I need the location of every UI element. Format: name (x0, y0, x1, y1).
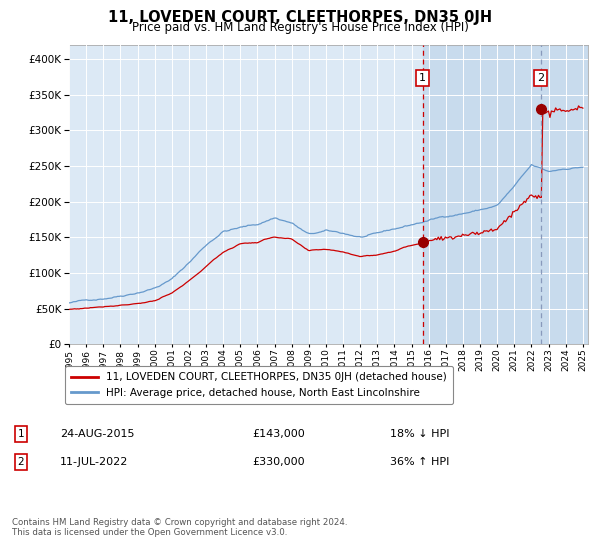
Text: £330,000: £330,000 (252, 457, 305, 467)
Bar (423, 45, 588, 344)
Text: 24-AUG-2015: 24-AUG-2015 (60, 429, 134, 439)
Text: £143,000: £143,000 (252, 429, 305, 439)
Text: 11-JUL-2022: 11-JUL-2022 (60, 457, 128, 467)
Text: 2: 2 (17, 457, 25, 467)
Legend: 11, LOVEDEN COURT, CLEETHORPES, DN35 0JH (detached house), HPI: Average price, d: 11, LOVEDEN COURT, CLEETHORPES, DN35 0JH… (65, 366, 453, 404)
Text: 1: 1 (419, 73, 426, 83)
Text: Price paid vs. HM Land Registry's House Price Index (HPI): Price paid vs. HM Land Registry's House … (131, 21, 469, 34)
Text: 36% ↑ HPI: 36% ↑ HPI (390, 457, 449, 467)
Text: 11, LOVEDEN COURT, CLEETHORPES, DN35 0JH: 11, LOVEDEN COURT, CLEETHORPES, DN35 0JH (108, 10, 492, 25)
Text: Contains HM Land Registry data © Crown copyright and database right 2024.
This d: Contains HM Land Registry data © Crown c… (12, 518, 347, 538)
Text: 1: 1 (17, 429, 25, 439)
Text: 2: 2 (537, 73, 544, 83)
Text: 18% ↓ HPI: 18% ↓ HPI (390, 429, 449, 439)
